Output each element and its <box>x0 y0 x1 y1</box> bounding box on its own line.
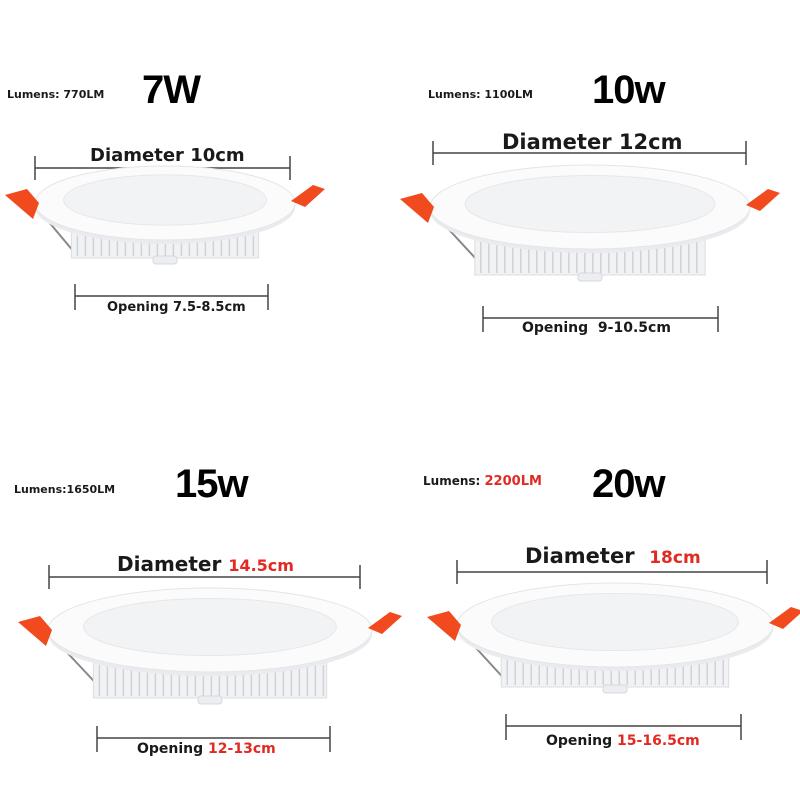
diameter-10w: Diameter 12cm <box>502 130 682 154</box>
lamp-7W-base-tab <box>152 255 178 265</box>
diameter-value: 18cm <box>649 548 701 568</box>
lumens-label: Lumens: <box>7 88 60 101</box>
opening-value: 12-13cm <box>208 741 276 757</box>
lamp-20w-diffuser <box>491 592 739 652</box>
lamp-10w-left-clip <box>400 193 434 223</box>
diameter-label: Diameter <box>525 544 635 568</box>
opening-label: Opening <box>137 741 204 757</box>
opening-label: Opening <box>522 320 589 336</box>
diameter-value: 14.5cm <box>228 556 294 575</box>
opening-label: Opening <box>107 300 169 315</box>
lumens-value: 770LM <box>63 88 105 101</box>
lamp-15w-base-tab <box>197 695 223 705</box>
lamp-10w-base-tab <box>577 272 603 282</box>
diameter-20w: Diameter 18cm <box>525 544 701 568</box>
opening-15w: Opening 12-13cm <box>137 741 276 757</box>
wattage-10w: 10w <box>592 68 666 112</box>
diameter-value: 10cm <box>190 145 245 166</box>
lamp-20w-right-clip <box>769 607 800 629</box>
wattage-7w: 7W <box>142 68 201 112</box>
wattage-20w: 20w <box>592 462 666 506</box>
lumens-value: 2200LM <box>484 474 542 489</box>
opening-value: 7.5-8.5cm <box>172 300 246 315</box>
wattage-15w: 15w <box>175 462 249 506</box>
lumens-label: Lumens: <box>423 474 481 488</box>
diameter-value: 12cm <box>618 130 683 154</box>
lamp-7W-right-clip <box>291 185 325 207</box>
lamp-10w-diffuser <box>464 174 716 234</box>
lamp-20w-left-clip <box>427 611 461 641</box>
lumens-15w: Lumens:1650LM <box>14 483 115 496</box>
lamp-15w-right-clip <box>368 612 402 634</box>
opening-10w: Opening 9-10.5cm <box>522 320 671 336</box>
lumens-10w: Lumens: 1100LM <box>428 88 533 101</box>
lamp-7W-left-clip <box>5 189 39 219</box>
lumens-value: 1100LM <box>484 88 533 101</box>
diameter-label: Diameter <box>117 552 222 576</box>
opening-label: Opening <box>546 733 613 749</box>
opening-20w: Opening 15-16.5cm <box>546 733 700 749</box>
diameter-label: Diameter <box>90 145 184 166</box>
lamp-7W-diffuser <box>63 174 267 226</box>
lumens-7w: Lumens: 770LM <box>7 88 104 101</box>
lamp-10w-right-clip <box>746 189 780 211</box>
diameter-label: Diameter <box>502 130 612 154</box>
lamp-15w-left-clip <box>18 616 52 646</box>
lumens-value: 1650LM <box>66 483 116 496</box>
lumens-20w: Lumens: 2200LM <box>423 474 542 489</box>
opening-value: 15-16.5cm <box>617 733 700 749</box>
lamp-15w-diffuser <box>83 597 337 657</box>
opening-value: 9-10.5cm <box>597 320 671 336</box>
lumens-label: Lumens: <box>428 88 481 101</box>
lamp-20w-base-tab <box>602 684 628 694</box>
opening-7w: Opening 7.5-8.5cm <box>107 300 246 315</box>
diameter-15w: Diameter 14.5cm <box>117 552 294 576</box>
diameter-7w: Diameter 10cm <box>90 145 245 166</box>
lumens-label: Lumens: <box>14 483 67 496</box>
